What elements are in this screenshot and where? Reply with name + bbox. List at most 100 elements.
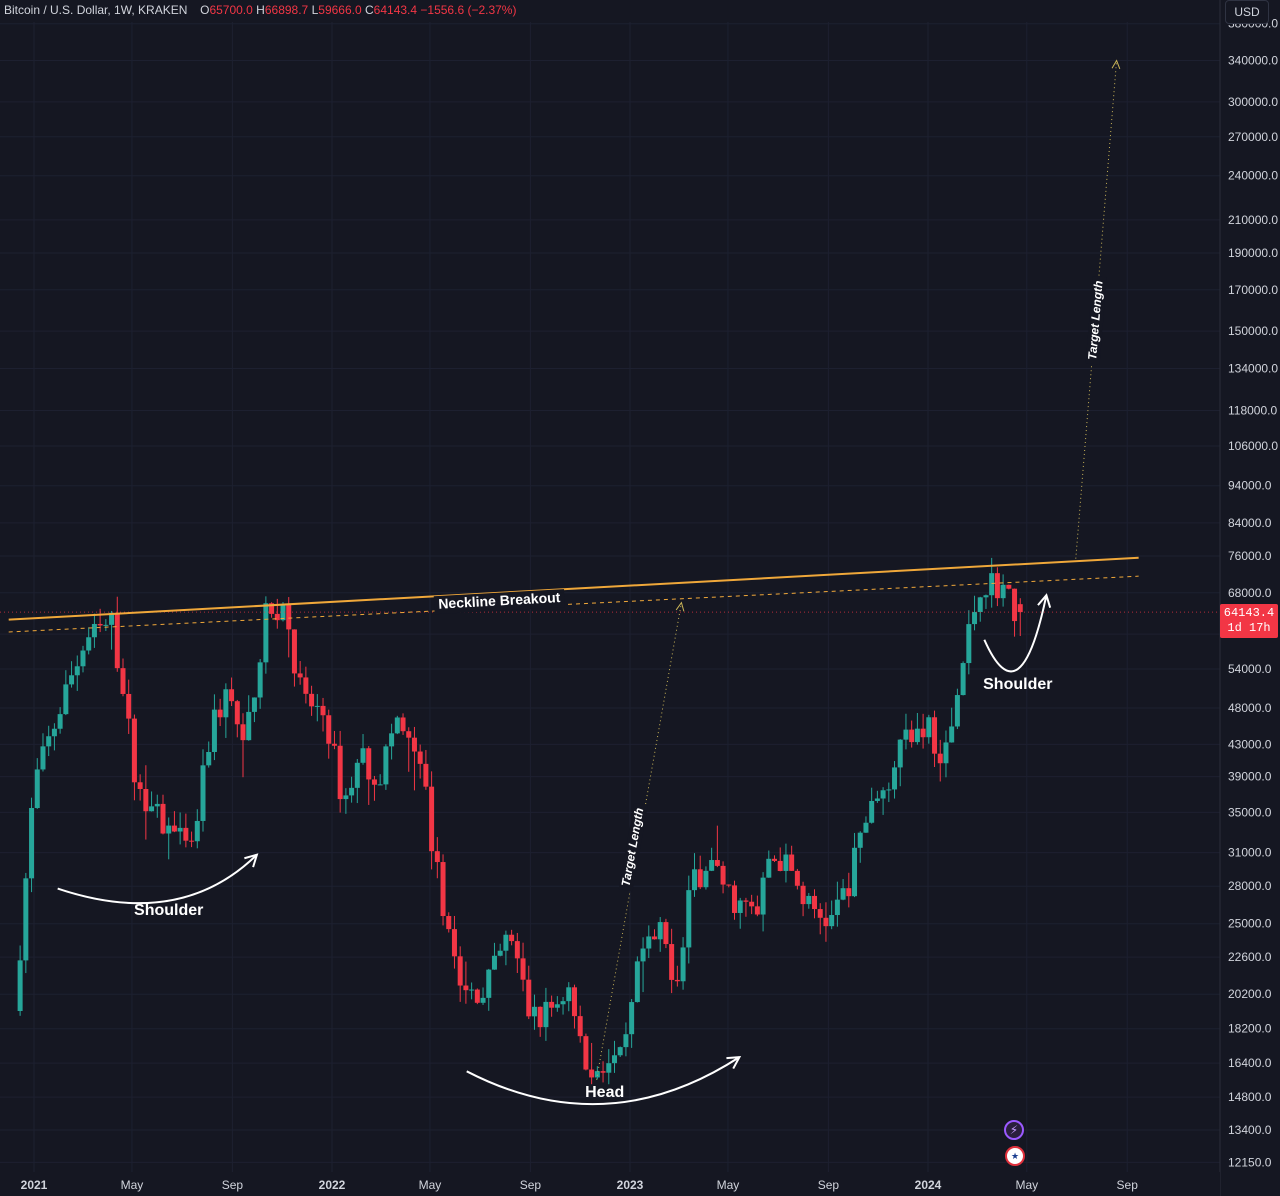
- candle-body[interactable]: [80, 650, 86, 667]
- candle-body[interactable]: [320, 705, 326, 716]
- candle-body[interactable]: [337, 745, 343, 800]
- candle-body[interactable]: [366, 748, 372, 780]
- candle-body[interactable]: [823, 917, 829, 927]
- candle-body[interactable]: [611, 1055, 617, 1064]
- candle-body[interactable]: [732, 885, 738, 913]
- candle-body[interactable]: [726, 884, 732, 886]
- candle-body[interactable]: [914, 728, 920, 743]
- candle-body[interactable]: [1012, 588, 1018, 622]
- candle-body[interactable]: [331, 743, 337, 746]
- candle-body[interactable]: [194, 820, 200, 842]
- candle-body[interactable]: [120, 668, 126, 694]
- candle-body[interactable]: [69, 675, 75, 685]
- candle-body[interactable]: [543, 1001, 549, 1028]
- candle-body[interactable]: [669, 944, 675, 980]
- candle-body[interactable]: [954, 695, 960, 727]
- candle-body[interactable]: [446, 916, 452, 930]
- candle-body[interactable]: [526, 979, 532, 1017]
- candle-body[interactable]: [377, 784, 383, 786]
- candle-body[interactable]: [846, 888, 852, 897]
- candle-body[interactable]: [989, 573, 995, 596]
- candle-body[interactable]: [606, 1063, 612, 1073]
- candle-body[interactable]: [960, 663, 966, 696]
- candle-body[interactable]: [343, 795, 349, 800]
- candle-body[interactable]: [737, 900, 743, 913]
- candle-body[interactable]: [840, 888, 846, 900]
- candle-body[interactable]: [772, 858, 778, 861]
- candle-body[interactable]: [240, 724, 246, 741]
- candle-body[interactable]: [451, 929, 457, 957]
- candle-body[interactable]: [880, 790, 886, 799]
- candle-body[interactable]: [280, 604, 286, 621]
- candle-body[interactable]: [714, 860, 720, 866]
- candle-body[interactable]: [766, 858, 772, 878]
- candle-body[interactable]: [663, 922, 669, 945]
- candle-body[interactable]: [371, 779, 377, 785]
- candle-body[interactable]: [566, 987, 572, 1002]
- candle-body[interactable]: [149, 806, 155, 812]
- candle-body[interactable]: [777, 860, 783, 871]
- candle-body[interactable]: [869, 800, 875, 823]
- candle-body[interactable]: [423, 763, 429, 787]
- target-length-arrow[interactable]: [596, 602, 682, 1080]
- candle-body[interactable]: [206, 751, 212, 766]
- lightning-bolt-icon[interactable]: ⚡: [1004, 1120, 1024, 1140]
- candle-body[interactable]: [600, 1071, 606, 1073]
- candle-body[interactable]: [783, 854, 789, 871]
- candle-body[interactable]: [383, 746, 389, 785]
- candle-body[interactable]: [800, 885, 806, 905]
- candle-body[interactable]: [474, 989, 480, 1003]
- candle-body[interactable]: [560, 1001, 566, 1005]
- candle-body[interactable]: [463, 985, 469, 991]
- candle-body[interactable]: [91, 623, 97, 638]
- candle-body[interactable]: [812, 895, 818, 910]
- candle-body[interactable]: [137, 782, 143, 789]
- candle-body[interactable]: [977, 597, 983, 613]
- candle-body[interactable]: [703, 870, 709, 888]
- candle-body[interactable]: [920, 728, 926, 738]
- candle-body[interactable]: [829, 915, 835, 927]
- candle-body[interactable]: [874, 798, 880, 801]
- candle-body[interactable]: [897, 739, 903, 768]
- candle-body[interactable]: [57, 714, 63, 729]
- candle-body[interactable]: [903, 729, 909, 740]
- candle-body[interactable]: [531, 1006, 537, 1017]
- candle-body[interactable]: [17, 960, 23, 1012]
- candle-body[interactable]: [46, 736, 52, 747]
- neckline[interactable]: [8, 556, 1139, 621]
- candle-body[interactable]: [229, 689, 235, 702]
- candle-body[interactable]: [966, 624, 972, 664]
- candle-body[interactable]: [440, 862, 446, 917]
- candle-body[interactable]: [583, 1036, 589, 1070]
- candle-body[interactable]: [503, 934, 509, 951]
- candle-body[interactable]: [74, 666, 80, 676]
- candle-body[interactable]: [160, 803, 166, 834]
- candle-body[interactable]: [589, 1069, 595, 1078]
- candle-body[interactable]: [411, 737, 417, 752]
- candle-body[interactable]: [709, 860, 715, 871]
- candle-body[interactable]: [486, 969, 492, 998]
- candle-body[interactable]: [720, 865, 726, 885]
- candle-body[interactable]: [246, 711, 252, 741]
- candle-body[interactable]: [360, 748, 366, 763]
- candle-body[interactable]: [389, 733, 395, 747]
- candle-body[interactable]: [549, 1001, 555, 1008]
- candle-body[interactable]: [651, 936, 657, 940]
- candle-body[interactable]: [577, 1016, 583, 1037]
- candle-body[interactable]: [754, 906, 760, 915]
- candle-body[interactable]: [943, 742, 949, 764]
- candle-body[interactable]: [514, 941, 520, 959]
- candle-body[interactable]: [223, 689, 229, 718]
- candle-body[interactable]: [794, 870, 800, 886]
- right-shoulder-curve[interactable]: [983, 595, 1048, 673]
- candle-body[interactable]: [297, 673, 303, 678]
- candle-body[interactable]: [686, 890, 692, 948]
- candle-body[interactable]: [263, 603, 269, 663]
- candle-body[interactable]: [623, 1034, 629, 1048]
- candle-body[interactable]: [646, 936, 652, 949]
- candle-body[interactable]: [314, 705, 320, 707]
- currency-selector[interactable]: USD: [1225, 0, 1269, 24]
- candle-body[interactable]: [497, 950, 503, 956]
- annotation-shoulder[interactable]: Shoulder: [983, 676, 1052, 693]
